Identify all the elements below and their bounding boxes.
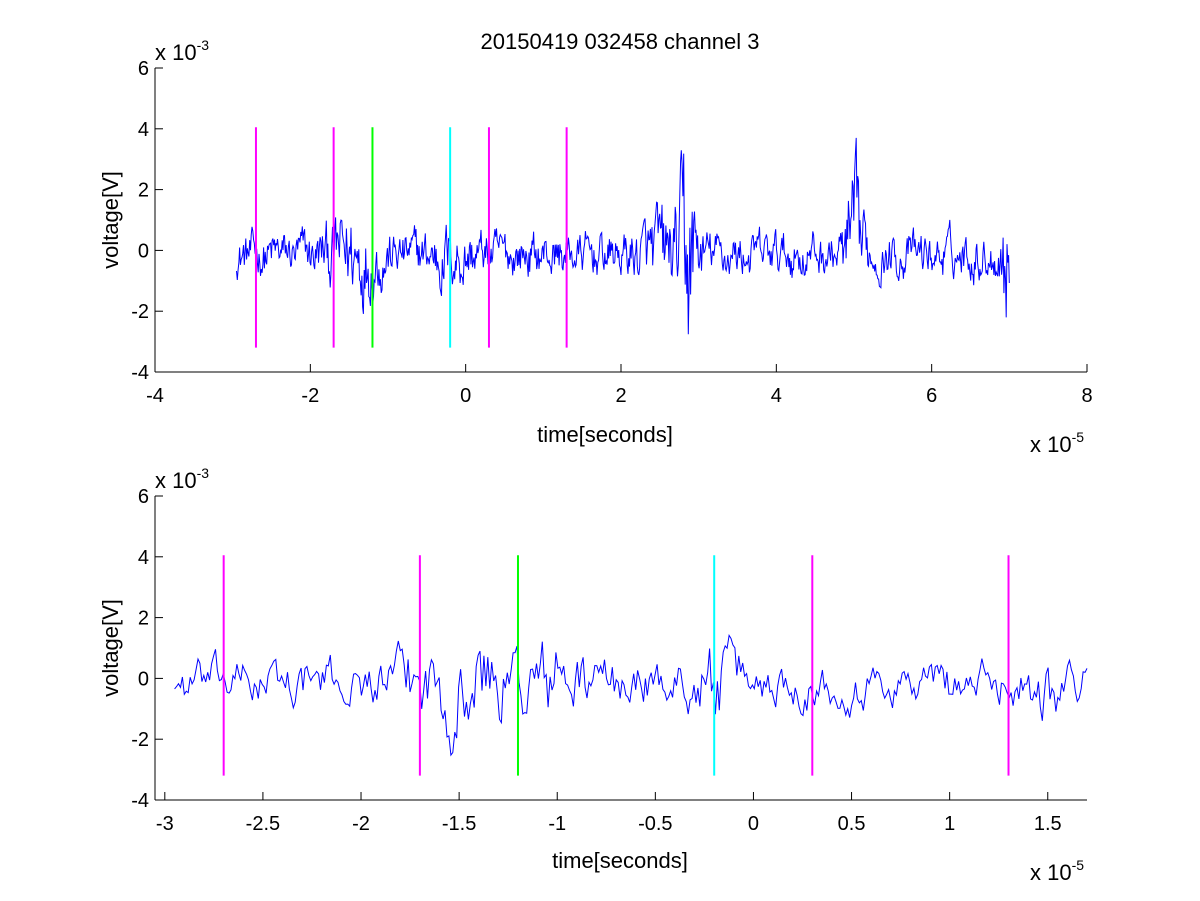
top-y-axis-label: voltage[V] — [98, 171, 123, 269]
bottom-x-tick-label: 0.5 — [838, 813, 866, 835]
bottom-y-tick-label: -2 — [131, 729, 149, 751]
bottom-y-tick-label: -4 — [131, 790, 149, 812]
top-plot-area — [236, 127, 1010, 348]
bottom-x-tick-label: 1 — [944, 813, 955, 835]
bottom-x-tick-label: -2.5 — [246, 813, 280, 835]
bottom-x-ticks: -3 -2.5 -2 -1.5 -1 -0.5 0 0.5 1 1.5 — [156, 792, 1062, 835]
top-subplot: -4 -2 0 2 4 6 8 -4 -2 0 2 4 6 time[seconds] voltage… — [98, 37, 1093, 457]
top-x-multiplier-exponent: -5 — [1072, 429, 1085, 445]
bottom-x-tick-label: 1.5 — [1034, 813, 1062, 835]
chart-title: 20150419 032458 channel 3 — [481, 29, 760, 54]
top-y-tick-label: -4 — [131, 362, 149, 384]
bottom-x-axis-label: time[seconds] — [552, 848, 688, 873]
top-y-tick-label: 0 — [138, 240, 149, 262]
top-x-tick-label: 4 — [771, 385, 782, 407]
top-x-ticks: -4 -2 0 2 4 6 8 — [146, 364, 1093, 407]
bottom-subplot: -3 -2.5 -2 -1.5 -1 -0.5 0 0.5 1 1.5 -4 -2 0 2 4 6 time… — [98, 465, 1088, 885]
bottom-y-axis-label: voltage[V] — [98, 599, 123, 697]
bottom-x-multiplier: x 10-5 — [1030, 857, 1084, 885]
top-x-tick-label: 6 — [926, 385, 937, 407]
bottom-y-multiplier: x 10-3 — [155, 465, 209, 493]
top-y-multiplier-exponent: -3 — [197, 37, 210, 53]
top-x-tick-label: 8 — [1081, 385, 1092, 407]
top-x-axis-label: time[seconds] — [537, 422, 673, 447]
top-y-tick-label: -2 — [131, 301, 149, 323]
top-y-multiplier-base: x 10 — [155, 40, 197, 65]
top-y-tick-label: 2 — [138, 180, 149, 202]
bottom-y-tick-label: 4 — [138, 547, 149, 569]
bottom-signal-trace — [174, 633, 1088, 757]
top-x-multiplier-base: x 10 — [1030, 432, 1072, 457]
bottom-y-ticks: -4 -2 0 2 4 6 — [131, 486, 163, 812]
bottom-x-tick-label: -1 — [548, 813, 566, 835]
bottom-y-multiplier-exponent: -3 — [197, 465, 210, 481]
top-x-tick-label: -4 — [146, 385, 164, 407]
top-x-multiplier: x 10-5 — [1030, 429, 1084, 457]
top-y-tick-label: 4 — [138, 119, 149, 141]
top-x-tick-label: 2 — [615, 385, 626, 407]
bottom-x-tick-label: -2 — [352, 813, 370, 835]
bottom-x-tick-label: 0 — [748, 813, 759, 835]
bottom-y-tick-label: 0 — [138, 668, 149, 690]
bottom-x-multiplier-base: x 10 — [1030, 860, 1072, 885]
bottom-x-tick-label: -3 — [156, 813, 174, 835]
top-y-tick-label: 6 — [138, 58, 149, 80]
bottom-x-multiplier-exponent: -5 — [1072, 857, 1085, 873]
bottom-x-tick-label: -0.5 — [638, 813, 672, 835]
top-x-tick-label: 0 — [460, 385, 471, 407]
top-x-tick-label: -2 — [301, 385, 319, 407]
top-y-multiplier: x 10-3 — [155, 37, 209, 65]
bottom-y-tick-label: 6 — [138, 486, 149, 508]
top-signal-trace — [236, 137, 1010, 335]
top-y-ticks: -4 -2 0 2 4 6 — [131, 58, 163, 384]
bottom-plot-area — [174, 555, 1088, 776]
bottom-y-multiplier-base: x 10 — [155, 468, 197, 493]
bottom-y-tick-label: 2 — [138, 608, 149, 630]
bottom-x-tick-label: -1.5 — [442, 813, 476, 835]
